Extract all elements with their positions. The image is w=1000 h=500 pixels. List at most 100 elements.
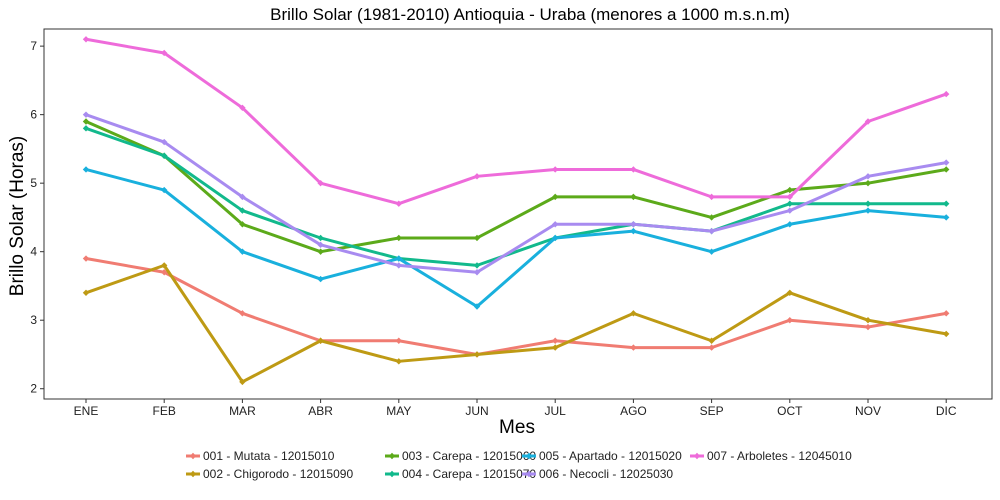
data-point [630, 221, 637, 228]
legend-label: 006 - Necocli - 12025030 [539, 467, 673, 481]
data-point [864, 323, 872, 331]
legend-item: 003 - Carepa - 12015060 [385, 449, 536, 463]
legend-item: 002 - Chigorodo - 12015090 [186, 467, 353, 481]
data-point [317, 275, 324, 283]
data-point [943, 90, 950, 98]
legend-label: 007 - Arboletes - 12045010 [707, 449, 852, 463]
data-point [239, 310, 246, 317]
data-point [473, 303, 481, 310]
series-2 [82, 262, 950, 386]
plot-panel [43, 28, 993, 400]
y-tick-label: 5 [30, 176, 37, 190]
x-axis: ENE FEB MAR ABR MAY JUN JUL AGO SEP OCT NOV DIC [74, 399, 957, 418]
data-point [943, 214, 950, 221]
series-5 [82, 166, 950, 310]
legend-key-marker [388, 470, 396, 478]
x-tick-label: JUN [465, 404, 488, 418]
data-point [552, 166, 559, 173]
data-point [473, 351, 481, 358]
y-tick-label: 6 [30, 108, 37, 122]
data-point [708, 248, 715, 255]
data-point [786, 200, 793, 207]
y-axis-title: Brillo Solar (Horas) [7, 136, 28, 296]
data-point [317, 179, 324, 187]
data-point [552, 234, 559, 242]
series-6 [82, 111, 950, 276]
legend-item: 005 - Apartado - 12015020 [522, 449, 682, 463]
data-point [395, 337, 402, 344]
x-tick-label: AGO [620, 404, 647, 418]
x-tick-label: MAY [386, 404, 411, 418]
data-point [786, 317, 793, 324]
data-point [239, 193, 246, 201]
data-point [786, 289, 793, 296]
legend: 001 - Mutata - 12015010 002 - Chigorodo -… [186, 449, 852, 481]
data-point [82, 166, 90, 173]
data-point [943, 200, 950, 207]
data-point [786, 221, 793, 228]
legend-label: 002 - Chigorodo - 12015090 [203, 467, 353, 481]
legend-key-marker [189, 452, 197, 460]
data-point [317, 248, 324, 255]
data-point [864, 200, 872, 207]
data-point [395, 255, 402, 262]
x-tick-label: FEB [153, 404, 176, 418]
data-point [708, 337, 715, 344]
data-point [786, 207, 793, 214]
legend-item: 004 - Carepa - 12015070 [385, 467, 536, 481]
data-point [864, 118, 872, 125]
legend-label: 004 - Carepa - 12015070 [402, 467, 536, 481]
data-point [630, 193, 637, 201]
data-point [317, 337, 324, 344]
data-point [161, 49, 168, 57]
x-tick-label: ENE [74, 404, 99, 418]
data-point [82, 289, 90, 296]
data-point [82, 111, 90, 118]
series-line [84, 37, 948, 206]
data-point [161, 152, 168, 159]
data-point [864, 317, 872, 324]
data-point [708, 214, 715, 221]
data-point [395, 262, 402, 269]
legend-label: 005 - Apartado - 12015020 [539, 449, 682, 463]
data-point [708, 193, 715, 201]
data-point [239, 221, 246, 228]
data-point [943, 159, 950, 166]
legend-label: 003 - Carepa - 12015060 [402, 449, 536, 463]
series-line [84, 263, 948, 384]
x-tick-label: ABR [308, 404, 333, 418]
data-point [473, 234, 481, 242]
legend-key-marker [693, 452, 701, 460]
data-point [473, 262, 481, 269]
data-point [552, 344, 559, 351]
data-point [161, 186, 168, 194]
legend-key-marker [388, 452, 396, 460]
data-point [395, 234, 402, 242]
data-point [943, 310, 950, 317]
x-tick-label: OCT [777, 404, 803, 418]
data-point [473, 173, 481, 180]
data-point [395, 358, 402, 365]
y-tick-label: 3 [30, 313, 37, 327]
x-tick-label: DIC [936, 404, 957, 418]
data-point [239, 207, 246, 214]
series-line [84, 113, 948, 274]
legend-item: 006 - Necocli - 12025030 [522, 467, 673, 481]
legend-key-marker [525, 452, 533, 460]
data-point [552, 193, 559, 201]
x-tick-label: MAR [229, 404, 256, 418]
series-line [84, 167, 948, 308]
legend-key-marker [525, 470, 533, 478]
data-point [161, 138, 168, 146]
y-tick-label: 7 [30, 39, 37, 53]
data-point [786, 193, 793, 201]
data-point [864, 179, 872, 187]
chart-title: Brillo Solar (1981-2010) Antioquia - Ura… [270, 5, 790, 24]
x-axis-title: Mes [499, 417, 535, 438]
data-point [708, 344, 715, 351]
data-point [161, 269, 168, 276]
data-point [630, 344, 637, 351]
legend-key-marker [189, 470, 197, 478]
x-tick-label: SEP [700, 404, 724, 418]
